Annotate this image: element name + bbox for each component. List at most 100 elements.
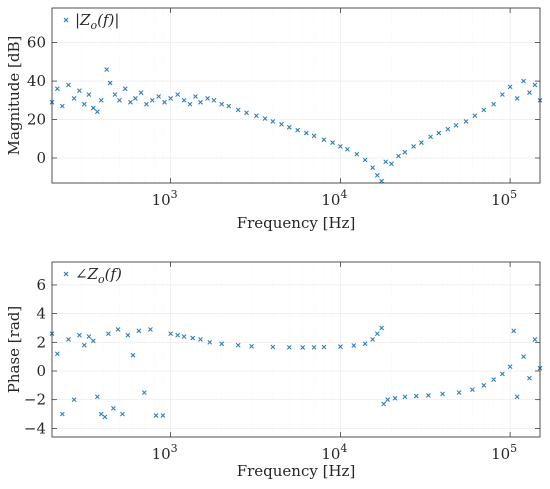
data-point — [279, 122, 284, 127]
y-tick-label: −4 — [24, 419, 46, 437]
data-point — [362, 341, 368, 347]
data-point — [402, 394, 408, 400]
data-points — [49, 67, 543, 184]
data-point — [411, 144, 416, 149]
data-point — [181, 98, 187, 103]
data-point — [168, 331, 173, 336]
data-point — [426, 393, 431, 398]
data-point — [428, 134, 433, 140]
data-point — [321, 344, 327, 350]
legend: ∠Zo(f) — [63, 265, 122, 286]
data-point — [95, 394, 100, 400]
data-point — [115, 327, 121, 332]
data-point — [211, 98, 217, 103]
data-point — [440, 391, 445, 397]
data-point — [456, 390, 462, 395]
data-point — [226, 103, 232, 109]
data-point — [175, 332, 180, 338]
data-point — [514, 394, 520, 400]
data-point — [82, 342, 87, 348]
data-point — [235, 342, 241, 348]
data-point — [120, 411, 125, 417]
data-point — [287, 345, 292, 350]
x-axis-label: Frequency [Hz] — [237, 214, 356, 232]
data-point — [514, 96, 520, 101]
data-point — [244, 110, 249, 116]
data-point — [338, 144, 343, 149]
legend-marker — [63, 271, 69, 277]
y-tick-label: 4 — [36, 305, 46, 323]
y-axis-label: Phase [rad] — [5, 306, 23, 393]
data-point — [453, 123, 459, 128]
data-point — [354, 151, 360, 157]
data-point — [392, 396, 398, 401]
data-point — [402, 149, 408, 155]
y-tick-label: 0 — [36, 362, 46, 380]
data-point — [111, 406, 116, 411]
data-point — [102, 414, 108, 420]
data-point — [125, 332, 131, 338]
data-points — [49, 325, 543, 420]
data-point — [190, 335, 196, 341]
data-point — [491, 101, 496, 107]
data-point — [60, 103, 65, 109]
data-point — [507, 84, 513, 90]
data-point — [55, 86, 60, 92]
data-point — [104, 67, 109, 72]
data-point — [383, 159, 388, 165]
data-point — [142, 390, 147, 395]
data-point — [55, 351, 60, 357]
data-point — [77, 332, 82, 338]
magnitude-panel: 103 104 105 0 20 40 60 Frequency [Hz] Magnitude … — [5, 7, 543, 232]
data-point — [445, 126, 451, 132]
data-point — [77, 88, 82, 93]
data-point — [491, 377, 496, 382]
axes-frame — [51, 7, 541, 184]
data-point — [370, 337, 375, 342]
data-point — [419, 140, 424, 145]
data-point — [86, 92, 92, 97]
data-point — [153, 413, 159, 418]
data-point — [198, 99, 203, 105]
data-point — [112, 92, 118, 97]
data-point — [138, 90, 144, 95]
major-grid — [52, 262, 540, 437]
x-tick-label: 105 — [491, 188, 517, 209]
data-point — [500, 92, 505, 97]
data-point — [193, 94, 198, 99]
data-point — [130, 352, 136, 358]
data-point — [207, 340, 213, 345]
data-point — [362, 157, 368, 163]
data-point — [91, 338, 96, 344]
data-point — [470, 387, 475, 392]
y-tick-label: 0 — [36, 149, 46, 167]
data-point — [249, 344, 254, 349]
y-tick-label: −2 — [24, 391, 46, 409]
legend-label: |Zo(f)| — [75, 11, 119, 32]
data-point — [507, 364, 513, 369]
data-point — [128, 99, 133, 105]
data-point — [481, 383, 487, 388]
data-point — [122, 86, 128, 92]
data-point — [463, 119, 469, 124]
minor-grid — [81, 262, 503, 437]
data-point — [532, 82, 538, 88]
y-tick-label: 2 — [36, 333, 46, 351]
data-point — [156, 94, 161, 99]
data-point — [351, 343, 357, 348]
data-point — [311, 133, 317, 139]
data-point — [472, 113, 478, 118]
y-tick-label: 60 — [27, 34, 46, 52]
y-axis-label: Magnitude [dB] — [5, 36, 23, 156]
data-point — [330, 140, 335, 145]
data-point — [270, 119, 276, 124]
y-tick-label: 20 — [27, 111, 46, 129]
data-point — [396, 153, 401, 159]
data-point — [521, 78, 526, 84]
data-point — [86, 334, 92, 339]
data-point — [95, 109, 100, 115]
data-point — [175, 92, 180, 97]
data-point — [379, 178, 384, 184]
data-point — [304, 130, 309, 136]
major-grid — [52, 8, 540, 183]
